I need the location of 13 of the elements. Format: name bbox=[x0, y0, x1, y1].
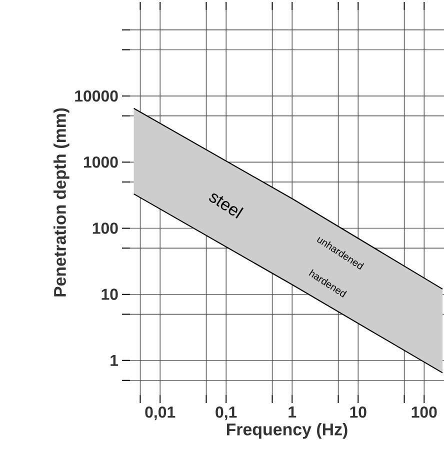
x-tick-label: 0,1 bbox=[216, 406, 237, 420]
y-tick-label: 1000 bbox=[84, 156, 118, 168]
x-axis-title: Frequency (Hz) bbox=[226, 422, 348, 439]
annotation: steel bbox=[209, 193, 244, 218]
y-tick-label: 10 bbox=[102, 288, 118, 300]
x-tick-label: 0,01 bbox=[145, 406, 176, 420]
y-axis-title: Penetration depth (mm) bbox=[54, 108, 70, 296]
x-tick-label: 100 bbox=[412, 406, 437, 418]
y-tick-label: 100 bbox=[92, 222, 118, 234]
y-tick-label: 10000 bbox=[75, 90, 118, 102]
x-tick-label: 1 bbox=[288, 406, 296, 418]
x-tick-label: 10 bbox=[350, 406, 366, 418]
y-tick-label: 1 bbox=[110, 354, 118, 366]
